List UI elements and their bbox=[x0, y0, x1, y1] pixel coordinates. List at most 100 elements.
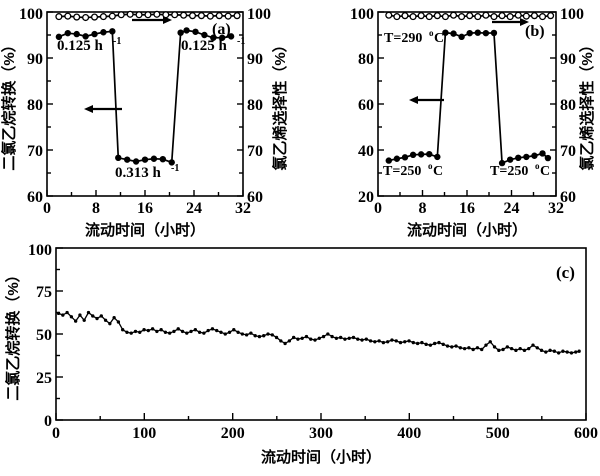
panel-b-x-ticks bbox=[377, 190, 557, 196]
data-point bbox=[266, 332, 270, 336]
panel-a-ytick-l-100: 100 bbox=[19, 6, 43, 23]
panel-a-y-left-axis-title: 二氯乙烷转换（%） bbox=[0, 37, 18, 170]
data-point bbox=[347, 336, 351, 340]
data-point bbox=[296, 337, 300, 341]
panel-b-temp-low-1-label-unit: C bbox=[433, 164, 443, 179]
data-point bbox=[411, 340, 415, 345]
panel-a-ytick-r-60: 60 bbox=[247, 189, 263, 206]
panel-b-ytick-l-100: 100 bbox=[350, 6, 374, 23]
data-point bbox=[304, 334, 309, 339]
panel-c-x-tick-labels: 0 100 200 300 400 500 600 bbox=[52, 425, 598, 442]
data-point bbox=[287, 339, 292, 343]
data-point bbox=[55, 33, 63, 41]
data-point bbox=[279, 339, 283, 343]
data-point bbox=[490, 13, 498, 21]
data-point bbox=[390, 338, 394, 342]
data-point bbox=[180, 11, 188, 19]
panel-a-ytick-l-90: 90 bbox=[27, 51, 43, 68]
data-point bbox=[393, 155, 401, 162]
data-point bbox=[409, 151, 417, 159]
data-point bbox=[544, 154, 552, 162]
data-point bbox=[219, 34, 226, 41]
panel-a-y-right-axis-title: 氯乙烯选择性（%） bbox=[271, 37, 289, 170]
data-point bbox=[441, 342, 445, 346]
panel-b-temp-low-1-label-degree: o bbox=[428, 161, 433, 171]
panel-b-y-left-tick-labels: 20 40 60 80 100 bbox=[350, 6, 374, 206]
data-point bbox=[498, 159, 506, 167]
data-point bbox=[168, 159, 175, 166]
data-point bbox=[377, 339, 381, 343]
data-point bbox=[360, 338, 364, 342]
panel-a-ytick-l-60: 60 bbox=[27, 189, 43, 206]
panel-a: 0 8 16 24 32 60 70 80 90 100 bbox=[0, 6, 289, 239]
panel-a-x-ticks bbox=[46, 190, 244, 196]
panel-b-y-left-ticks bbox=[378, 11, 384, 197]
data-point bbox=[364, 337, 368, 341]
panel-a-xtick-4: 32 bbox=[235, 200, 251, 217]
panel-a-x-tick-labels: 0 8 16 24 32 bbox=[43, 200, 251, 217]
data-point bbox=[240, 332, 245, 336]
series-0 bbox=[385, 29, 552, 167]
data-point bbox=[100, 29, 107, 36]
data-point bbox=[454, 344, 458, 348]
data-point bbox=[415, 341, 420, 346]
panel-a-xtick-3: 24 bbox=[186, 200, 202, 217]
panel-a-plot-frame bbox=[46, 11, 244, 197]
data-point bbox=[112, 315, 116, 320]
panel-b-ytick-r-100: 100 bbox=[560, 6, 584, 23]
panel-b-temp-high-label-unit: C bbox=[434, 31, 444, 46]
data-point bbox=[475, 346, 480, 350]
panel-b-plot-frame bbox=[377, 11, 557, 197]
data-point bbox=[135, 11, 143, 19]
data-point bbox=[146, 328, 150, 333]
data-point bbox=[202, 331, 206, 335]
panel-c-ytick-0: 0 bbox=[44, 413, 52, 430]
data-point bbox=[108, 12, 116, 20]
data-point bbox=[434, 153, 441, 161]
data-point bbox=[480, 347, 484, 352]
data-point bbox=[514, 348, 518, 353]
data-point bbox=[249, 331, 253, 335]
data-point bbox=[547, 12, 555, 20]
data-point bbox=[484, 343, 488, 347]
data-point bbox=[82, 13, 90, 22]
panel-b-y-right-axis-title-group: 氯乙烯选择性（%） bbox=[578, 37, 596, 170]
data-point bbox=[219, 330, 223, 334]
data-point bbox=[103, 318, 108, 322]
data-point bbox=[450, 30, 457, 37]
panel-a-y-right-tick-labels: 60 70 80 90 100 bbox=[247, 6, 271, 206]
panel-c-y-tick-labels: 0 25 50 75 100 bbox=[28, 242, 52, 430]
data-point bbox=[442, 29, 449, 36]
data-point bbox=[132, 158, 140, 165]
data-point bbox=[527, 346, 531, 351]
panel-c-xtick-600: 600 bbox=[574, 425, 598, 442]
data-point bbox=[185, 331, 189, 335]
panel-a-rate-label-2-exponent: -1 bbox=[171, 163, 179, 174]
panel-a-y-left-axis-title-group: 二氯乙烷转换（%） bbox=[0, 37, 18, 170]
panel-b-xtick-2: 16 bbox=[459, 200, 475, 217]
panel-b-y-right-ticks bbox=[550, 11, 556, 197]
data-point bbox=[125, 330, 129, 334]
data-point bbox=[159, 156, 167, 163]
data-point bbox=[449, 11, 458, 19]
data-point bbox=[82, 318, 86, 322]
data-point bbox=[462, 346, 467, 351]
data-point bbox=[420, 340, 424, 345]
data-point bbox=[99, 314, 103, 318]
data-point bbox=[192, 28, 199, 35]
data-point bbox=[565, 350, 569, 354]
data-point bbox=[368, 339, 373, 343]
data-point bbox=[163, 330, 168, 334]
panel-c-xtick-500: 500 bbox=[486, 425, 510, 442]
data-point bbox=[262, 334, 266, 338]
panel-c-x-ticks bbox=[55, 413, 587, 420]
data-point bbox=[91, 30, 98, 38]
panel-b-temp-low-2-label-unit: C bbox=[540, 164, 550, 179]
panel-b-annotations: T=290 o C T=250 o C T=250 o C (b) bbox=[383, 18, 550, 179]
data-point bbox=[176, 327, 180, 331]
data-point bbox=[123, 156, 131, 163]
panel-b-xtick-0: 0 bbox=[374, 200, 382, 217]
data-point bbox=[121, 328, 125, 332]
data-point bbox=[474, 13, 482, 21]
